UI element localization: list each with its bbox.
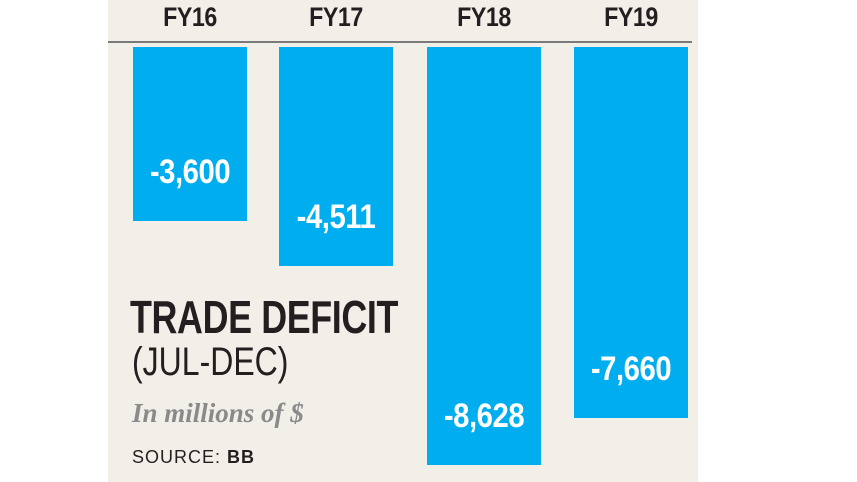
bar-fy17 bbox=[279, 47, 393, 266]
bar-fy18 bbox=[427, 47, 541, 465]
chart-title: TRADE DEFICIT bbox=[130, 291, 399, 343]
unit-note: In millions of $ bbox=[132, 398, 304, 428]
category-label-fy19: FY19 bbox=[604, 2, 658, 32]
source-label: SOURCE: bbox=[132, 447, 222, 467]
bar-fy19 bbox=[574, 47, 688, 419]
data-label-fy16: -3,600 bbox=[149, 153, 231, 192]
chart-subtitle: (JUL-DEC) bbox=[132, 340, 289, 384]
category-label-fy16: FY16 bbox=[163, 2, 217, 32]
chart-canvas: FY16 FY17 FY18 FY19 -3,600 -4,511 -8,628 -7,66… bbox=[108, 0, 698, 482]
category-label-fy17: FY17 bbox=[309, 2, 363, 32]
chart-baseline bbox=[108, 41, 692, 43]
source-line: SOURCE: BB bbox=[132, 447, 255, 468]
bar-fy16 bbox=[133, 47, 247, 222]
source-value: BB bbox=[227, 447, 256, 467]
data-label-fy17: -4,511 bbox=[296, 197, 376, 236]
data-label-fy19: -7,660 bbox=[590, 350, 672, 389]
data-label-fy18: -8,628 bbox=[443, 397, 525, 435]
category-label-fy18: FY18 bbox=[457, 2, 511, 32]
